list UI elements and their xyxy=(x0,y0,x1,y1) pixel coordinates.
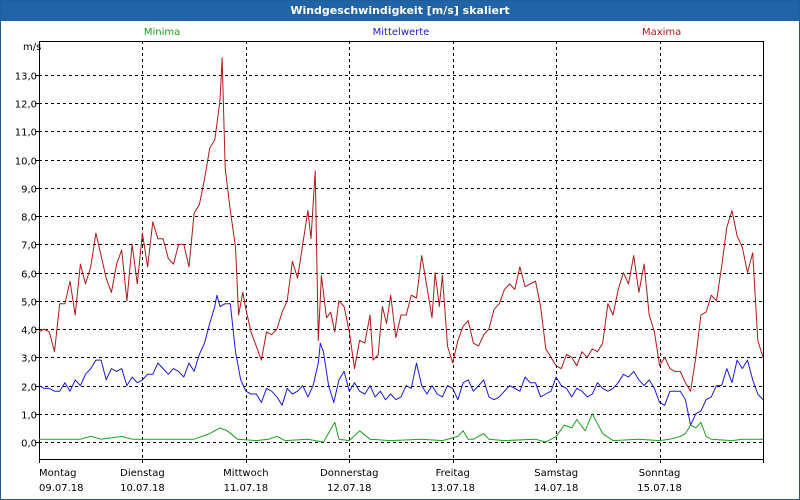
chart-title: Windgeschwindigkeit [m/s] skaliert xyxy=(1,1,799,21)
x-day-label: Samstag xyxy=(534,468,578,479)
series-line-maxima xyxy=(38,57,764,392)
x-day-label: Donnerstag xyxy=(320,468,378,479)
y-tick-label: 0,0 xyxy=(21,439,37,450)
y-tick-label: 10,0 xyxy=(15,157,37,168)
x-day-label: Dienstag xyxy=(120,468,165,479)
grid xyxy=(39,41,763,459)
x-date-label: 11.07.18 xyxy=(224,483,269,494)
y-tick-label: 6,0 xyxy=(21,270,37,281)
axes xyxy=(35,41,764,463)
legend-maxima: Maxima xyxy=(642,27,681,38)
x-date-label: 12.07.18 xyxy=(327,483,372,494)
series-line-minima xyxy=(39,413,763,443)
y-tick-label: 4,0 xyxy=(21,326,37,337)
plot-frame xyxy=(39,41,764,460)
x-day-label: Freitag xyxy=(436,468,470,479)
x-date-label: 14.07.18 xyxy=(534,483,579,494)
y-tick-label: 12,0 xyxy=(15,100,37,111)
x-date-label: 13.07.18 xyxy=(430,483,475,494)
x-date-label: 10.07.18 xyxy=(120,483,165,494)
y-tick-label: 11,0 xyxy=(15,128,37,139)
y-tick-label: 1,0 xyxy=(21,411,37,422)
y-axis-label: m/s xyxy=(23,42,41,53)
x-day-label: Sonntag xyxy=(639,468,681,479)
chart-labels: 0,0 1,0 2,0 3,0 4,0 5,0 6,0 7,0 8,0 9,0 10,0 11,0 12… xyxy=(15,27,682,494)
y-tick-label: 8,0 xyxy=(21,213,37,224)
x-day-label: Mittwoch xyxy=(223,468,268,479)
y-tick-label: 7,0 xyxy=(21,241,37,252)
chart-area: 0,0 1,0 2,0 3,0 4,0 5,0 6,0 7,0 8,0 9,0 10,0 11,0 12… xyxy=(15,27,764,494)
legend-minima: Minima xyxy=(144,27,180,38)
series-lines xyxy=(38,57,764,443)
y-tick-label: 13,0 xyxy=(15,72,37,83)
x-day-label: Montag xyxy=(39,468,76,479)
x-date-label: 09.07.18 xyxy=(39,483,84,494)
legend-mittelwerte: Mittelwerte xyxy=(373,27,430,38)
x-date-label: 15.07.18 xyxy=(637,483,682,494)
y-tick-label: 3,0 xyxy=(21,354,37,365)
y-tick-label: 2,0 xyxy=(21,383,37,394)
series-line-mittelwerte xyxy=(38,294,764,426)
y-tick-label: 9,0 xyxy=(21,185,37,196)
y-tick-label: 5,0 xyxy=(21,298,37,309)
